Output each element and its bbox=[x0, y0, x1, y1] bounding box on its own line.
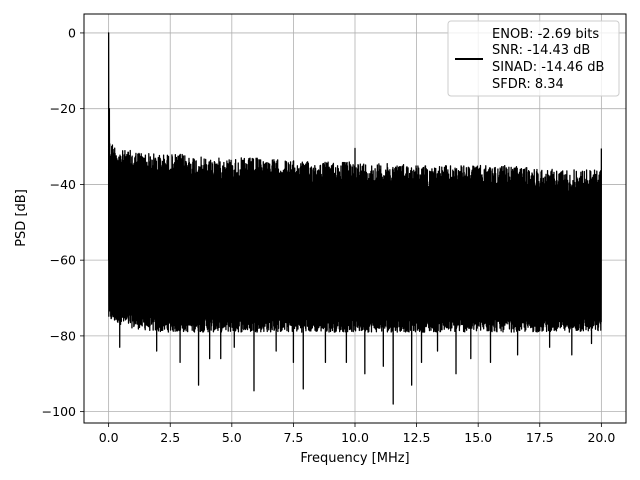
y-tick-label: −100 bbox=[42, 404, 76, 419]
legend-line-enob: ENOB: -2.69 bits bbox=[492, 27, 599, 42]
x-tick-label: 2.5 bbox=[160, 430, 180, 445]
x-axis-label: Frequency [MHz] bbox=[300, 451, 409, 466]
x-tick-label: 15.0 bbox=[464, 430, 492, 445]
x-tick-label: 5.0 bbox=[222, 430, 242, 445]
x-axis-ticks: 0.0 2.5 5.0 7.5 10.0 12.5 15.0 17.5 20.0 bbox=[99, 423, 615, 445]
legend: ENOB: -2.69 bits SNR: -14.43 dB SINAD: -… bbox=[447, 20, 620, 97]
x-tick-label: 12.5 bbox=[403, 430, 431, 445]
x-tick-label: 10.0 bbox=[341, 430, 369, 445]
x-tick-label: 0.0 bbox=[99, 430, 119, 445]
legend-box bbox=[447, 20, 620, 97]
x-tick-label: 7.5 bbox=[283, 430, 303, 445]
y-axis-ticks: 0 −20 −40 −60 −80 −100 bbox=[42, 25, 84, 419]
series-group bbox=[107, 32, 603, 405]
y-tick-label: −40 bbox=[50, 177, 76, 192]
legend-line-snr: SNR: -14.43 dB bbox=[492, 43, 590, 58]
psd-series-line bbox=[107, 32, 603, 405]
x-tick-label: 20.0 bbox=[587, 430, 615, 445]
y-tick-label: −20 bbox=[50, 101, 76, 116]
y-axis-label: PSD [dB] bbox=[14, 189, 29, 247]
x-tick-label: 17.5 bbox=[526, 430, 554, 445]
y-tick-label: −60 bbox=[50, 253, 76, 268]
y-tick-label: 0 bbox=[68, 25, 76, 40]
legend-line-sfdr: SFDR: 8.34 bbox=[492, 77, 564, 92]
legend-line-sinad: SINAD: -14.46 dB bbox=[492, 60, 604, 75]
y-tick-label: −80 bbox=[50, 328, 76, 343]
